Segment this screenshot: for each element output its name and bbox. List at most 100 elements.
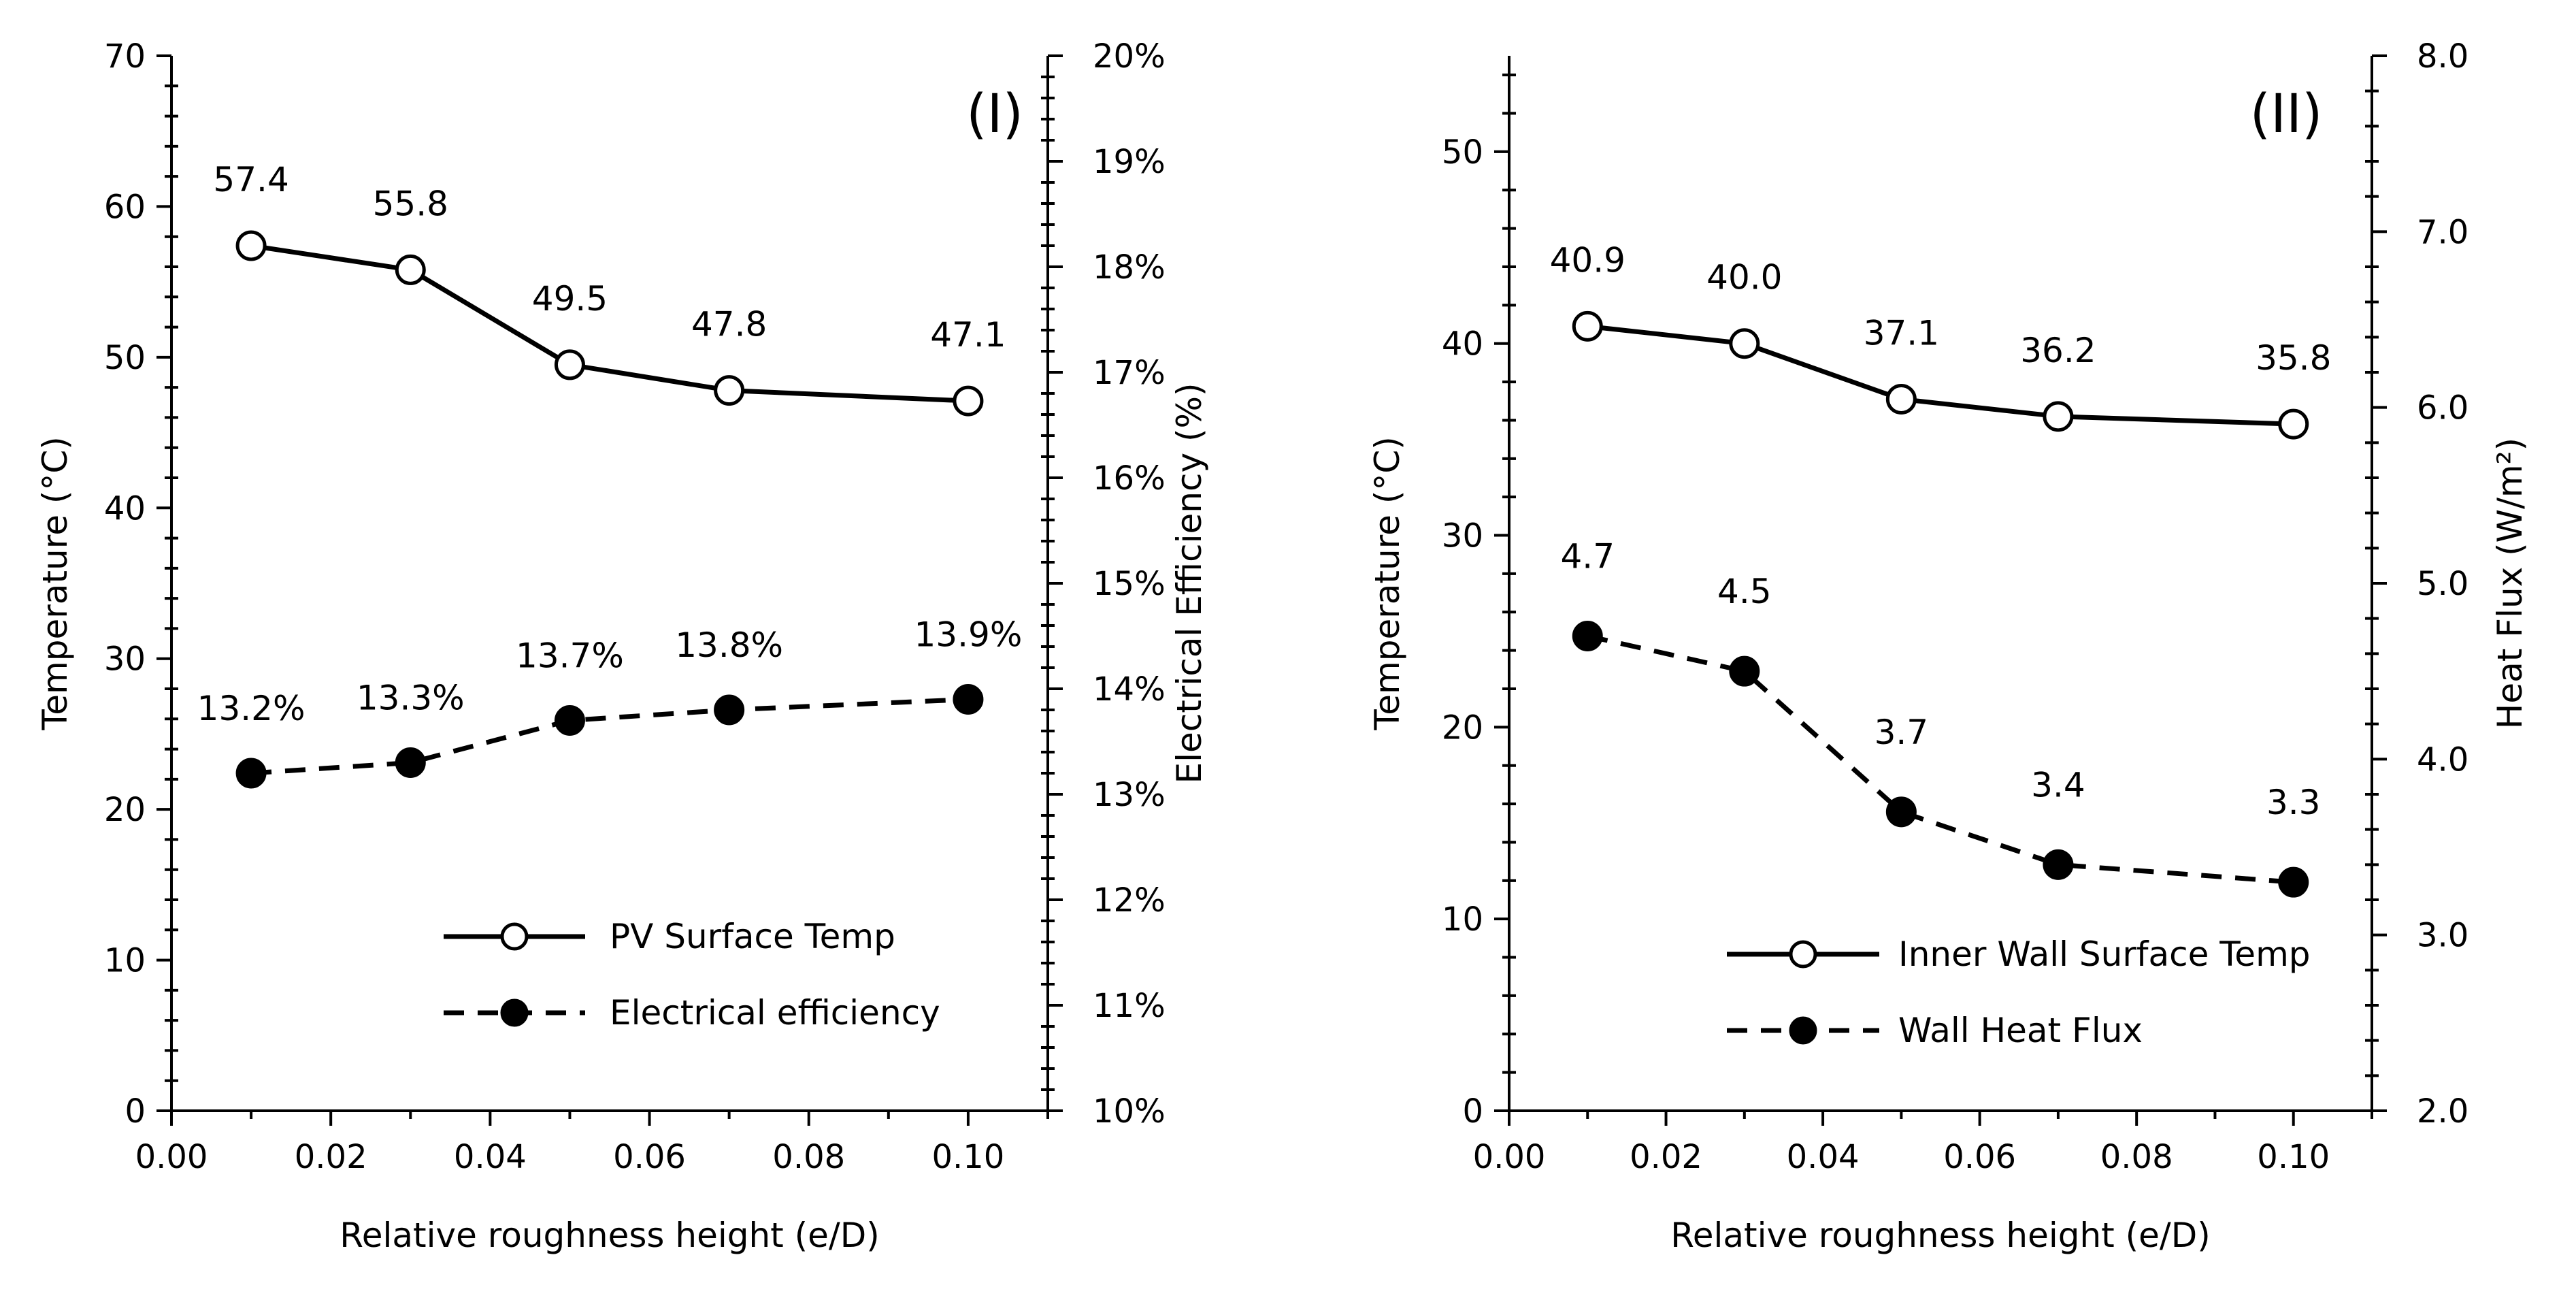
y-tick-label: 70 (104, 37, 146, 76)
y2-tick-label: 14% (1093, 670, 1166, 709)
y2-tick-label: 6.0 (2417, 389, 2468, 427)
data-point-series-1 (235, 230, 267, 261)
data-point-series-1 (1729, 328, 1760, 359)
x-tick-label: 0.08 (772, 1138, 845, 1176)
data-label-series-2: 3.3 (2266, 783, 2321, 822)
y-tick-label: 20 (104, 791, 146, 829)
data-label-series-2: 3.4 (2031, 765, 2085, 805)
data-point-series-1 (1885, 383, 1917, 415)
legend-marker-2 (500, 998, 529, 1027)
y-tick-label: 20 (1442, 709, 1483, 747)
data-point-series-2 (1885, 796, 1917, 828)
x-tick-label: 0.08 (2100, 1138, 2173, 1176)
x-tick-label: 0.00 (1473, 1138, 1546, 1176)
chart-panel-1: 0 10 20 30 40 50 60 70 10% 11% 12% 13% 14% 15% 16% 17% 1… (35, 37, 1209, 1255)
data-label-series-1: 47.1 (930, 315, 1006, 355)
data-label-series-1: 35.8 (2256, 338, 2331, 378)
data-point-series-2 (2278, 866, 2309, 898)
data-label-series-2: 13.3% (357, 679, 465, 718)
data-point-series-1 (554, 349, 585, 380)
y2-tick-label: 2.0 (2417, 1092, 2468, 1131)
data-label-series-1: 37.1 (1864, 313, 1939, 353)
data-label-series-2: 4.5 (1717, 572, 1772, 611)
legend: Inner Wall Surface Temp Wall Heat Flux (1727, 935, 2311, 1050)
y-tick-label: 40 (104, 489, 146, 527)
y2-tick-label: 17% (1093, 354, 1166, 392)
x-tick-label: 0.04 (1787, 1138, 1860, 1176)
y-tick-label: 0 (1462, 1092, 1483, 1131)
chart-panel-2: 0 10 20 30 40 50 2.0 3.0 4.0 5.0 6.0 7.0 8.0 0.00 0.02… (1368, 37, 2530, 1255)
series-line-1 (1587, 323, 2294, 427)
y-tick-label: 0 (125, 1092, 146, 1131)
data-point-series-2 (1729, 655, 1760, 687)
y2-tick-label: 7.0 (2417, 213, 2468, 251)
legend-marker-1 (500, 922, 529, 951)
y2-axis-title: Heat Flux (W/m²) (2490, 438, 2530, 729)
data-point-series-1 (2278, 408, 2309, 440)
y-tick-label: 10 (1442, 900, 1483, 939)
y2-tick-label: 16% (1093, 459, 1166, 498)
x-tick-label: 0.10 (931, 1138, 1004, 1176)
legend-label-2: Electrical efficiency (610, 993, 940, 1033)
data-label-series-2: 13.9% (914, 615, 1022, 655)
x-tick-label: 0.04 (454, 1138, 527, 1176)
y2-tick-label: 19% (1093, 143, 1166, 181)
y-tick-label: 50 (104, 339, 146, 377)
data-label-series-1: 55.8 (373, 184, 448, 223)
y-tick-label: 60 (104, 188, 146, 226)
x-tick-label: 0.06 (613, 1138, 686, 1176)
data-label-series-2: 4.7 (1561, 537, 1615, 576)
panel-label: (II) (2250, 84, 2323, 145)
data-label-series-2: 3.7 (1875, 713, 1929, 752)
x-tick-label: 0.00 (135, 1138, 208, 1176)
y2-tick-label: 10% (1093, 1092, 1166, 1131)
x-axis-title: Relative roughness height (e/D) (1670, 1216, 2211, 1255)
data-label-series-2: 13.2% (197, 689, 306, 728)
data-label-series-1: 40.0 (1706, 258, 1782, 297)
y-tick-label: 50 (1442, 133, 1483, 172)
y-tick-label: 30 (1442, 517, 1483, 555)
y-tick-label: 10 (104, 942, 146, 980)
data-label-series-1: 49.5 (532, 279, 608, 319)
data-label-series-1: 47.8 (691, 305, 767, 344)
series-line-2 (1587, 634, 2294, 885)
data-point-series-1 (714, 375, 745, 406)
y2-tick-label: 4.0 (2417, 741, 2468, 779)
y2-tick-label: 3.0 (2417, 917, 2468, 955)
legend-label-2: Wall Heat Flux (1898, 1011, 2143, 1050)
x-axis-title: Relative roughness height (e/D) (340, 1216, 880, 1255)
legend-marker-1 (1789, 940, 1817, 969)
series-line-1 (250, 243, 969, 404)
data-point-series-2 (2043, 849, 2074, 880)
data-label-series-1: 57.4 (213, 160, 288, 199)
data-point-series-1 (2043, 401, 2074, 432)
legend-marker-2 (1789, 1016, 1817, 1045)
data-point-series-2 (554, 705, 585, 736)
y2-tick-label: 5.0 (2417, 565, 2468, 603)
y-tick-label: 40 (1442, 325, 1483, 363)
y2-axis-title: Electrical Efficiency (%) (1170, 383, 1209, 784)
x-tick-label: 0.06 (1943, 1138, 2016, 1176)
data-point-series-2 (395, 747, 426, 778)
y-axis-title: Temperature (°C) (1368, 436, 1407, 731)
data-label-series-2: 13.8% (675, 625, 783, 665)
legend: PV Surface Temp Electrical efficiency (444, 917, 940, 1033)
x-tick-label: 0.02 (1630, 1138, 1702, 1176)
data-point-series-2 (235, 758, 267, 789)
y2-tick-label: 11% (1093, 987, 1166, 1025)
x-tick-label: 0.10 (2257, 1138, 2330, 1176)
data-point-series-1 (953, 385, 984, 417)
data-label-series-2: 13.7% (516, 636, 624, 676)
y2-tick-label: 12% (1093, 881, 1166, 920)
data-point-series-2 (1572, 621, 1603, 651)
y-axis-title: Temperature (°C) (35, 436, 75, 731)
data-point-series-2 (714, 694, 745, 726)
y2-tick-label: 15% (1093, 565, 1166, 603)
data-point-series-2 (953, 684, 984, 715)
data-label-series-1: 40.9 (1550, 240, 1625, 280)
panel-label: (I) (966, 84, 1023, 145)
y2-tick-label: 18% (1093, 248, 1166, 287)
y-tick-label: 30 (104, 640, 146, 679)
y2-tick-label: 8.0 (2417, 37, 2468, 76)
data-point-series-1 (1572, 310, 1603, 342)
